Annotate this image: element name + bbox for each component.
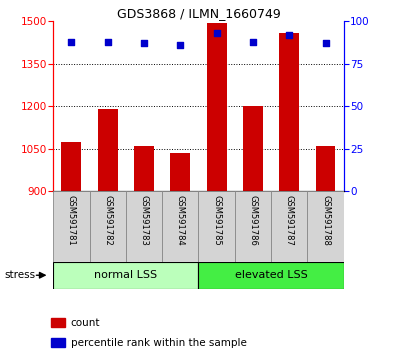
Bar xyxy=(53,191,90,262)
Text: GSM591785: GSM591785 xyxy=(212,195,221,245)
Point xyxy=(322,40,329,46)
Bar xyxy=(279,33,299,191)
Bar xyxy=(271,191,307,262)
Bar xyxy=(316,147,335,191)
Text: percentile rank within the sample: percentile rank within the sample xyxy=(71,338,246,348)
Text: GSM591783: GSM591783 xyxy=(139,195,149,246)
Point xyxy=(105,39,111,45)
Text: normal LSS: normal LSS xyxy=(94,270,158,280)
Text: GSM591787: GSM591787 xyxy=(285,195,294,246)
Bar xyxy=(207,23,227,191)
Bar xyxy=(199,191,235,262)
Bar xyxy=(307,191,344,262)
Bar xyxy=(90,191,126,262)
Bar xyxy=(98,109,118,191)
Text: count: count xyxy=(71,318,100,328)
Text: GSM591786: GSM591786 xyxy=(248,195,258,246)
Text: GSM591788: GSM591788 xyxy=(321,195,330,246)
Point xyxy=(68,39,75,45)
Point xyxy=(177,42,184,48)
Text: GSM591782: GSM591782 xyxy=(103,195,112,245)
Bar xyxy=(162,191,199,262)
Point xyxy=(141,40,147,46)
Title: GDS3868 / ILMN_1660749: GDS3868 / ILMN_1660749 xyxy=(117,7,280,20)
Bar xyxy=(243,106,263,191)
Text: GSM591784: GSM591784 xyxy=(176,195,185,245)
Bar xyxy=(126,191,162,262)
Text: GSM591781: GSM591781 xyxy=(67,195,76,245)
Point xyxy=(213,30,220,36)
Bar xyxy=(62,142,81,191)
Point xyxy=(250,39,256,45)
Bar xyxy=(51,338,65,347)
Text: stress: stress xyxy=(4,270,35,280)
Bar xyxy=(134,146,154,191)
Bar xyxy=(199,262,344,289)
Bar xyxy=(51,318,65,327)
Text: elevated LSS: elevated LSS xyxy=(235,270,307,280)
Bar xyxy=(235,191,271,262)
Bar xyxy=(53,262,199,289)
Bar xyxy=(170,153,190,191)
Point xyxy=(286,32,292,38)
